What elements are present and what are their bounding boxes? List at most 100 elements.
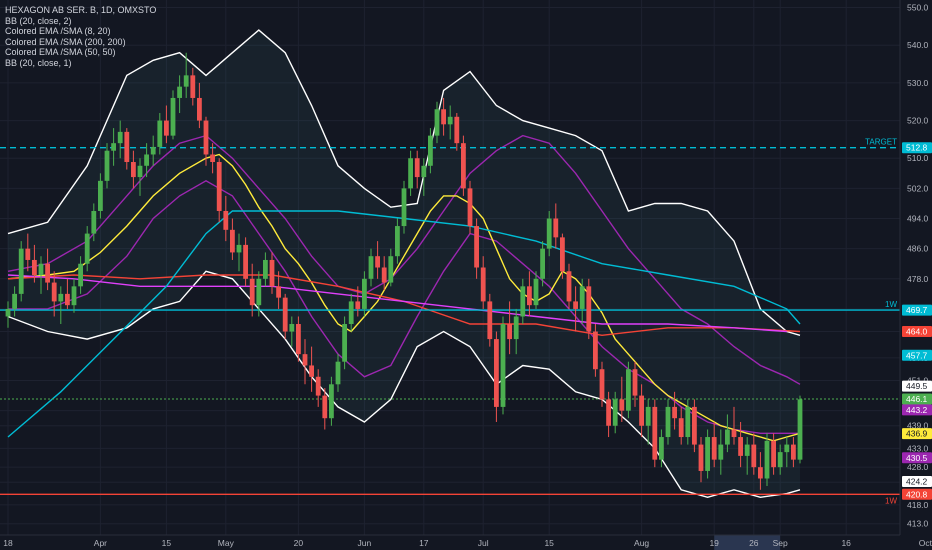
candle-body bbox=[659, 437, 664, 460]
price-label-text: 449.5 bbox=[906, 381, 928, 391]
candle-body bbox=[527, 286, 532, 306]
candle-body bbox=[282, 297, 288, 332]
candle-body bbox=[98, 180, 103, 211]
indicator-line-1 bbox=[7, 270, 801, 499]
candle-body bbox=[395, 226, 400, 257]
legend-ema-8-20: Colored EMA /SMA (8, 20) bbox=[5, 26, 111, 36]
y-tick-label: 520.0 bbox=[907, 116, 929, 126]
price-label-text: 464.0 bbox=[906, 327, 928, 337]
indicator-line-6 bbox=[7, 274, 787, 333]
x-tick-label: 15 bbox=[162, 538, 172, 548]
candle-body bbox=[401, 188, 407, 227]
candle-body bbox=[58, 293, 64, 302]
legend-ema-50: Colored EMA /SMA (50, 50) bbox=[5, 47, 116, 57]
candle-body bbox=[289, 324, 295, 332]
candle-body bbox=[71, 286, 77, 306]
candle-body bbox=[454, 116, 460, 144]
candle-body bbox=[263, 259, 268, 279]
candle-body bbox=[170, 97, 176, 136]
price-label-text: 430.5 bbox=[906, 453, 928, 463]
candle-body bbox=[771, 440, 776, 468]
candle-body bbox=[408, 158, 413, 189]
candle-body bbox=[586, 286, 592, 332]
price-label-box bbox=[902, 304, 932, 316]
candle-body bbox=[150, 146, 156, 155]
candle-body bbox=[91, 210, 97, 234]
candle-body bbox=[276, 286, 281, 298]
candle-body bbox=[764, 440, 770, 479]
candle-body bbox=[18, 248, 24, 294]
y-tick-label: 478.0 bbox=[907, 274, 929, 284]
candle-body bbox=[685, 406, 691, 438]
y-tick-label: 418.0 bbox=[907, 500, 929, 510]
x-tick-label: 15 bbox=[544, 538, 554, 548]
candle-body bbox=[560, 237, 565, 272]
candle-body bbox=[164, 120, 169, 136]
candle-body bbox=[322, 395, 328, 419]
candle-body bbox=[38, 263, 44, 276]
candle-body bbox=[302, 354, 308, 366]
candle-body bbox=[335, 361, 341, 385]
x-tick-label: 26 bbox=[749, 538, 759, 548]
x-tick-label: Sep bbox=[773, 538, 788, 548]
y-tick-label: 510.0 bbox=[907, 153, 929, 163]
candle-body bbox=[606, 399, 611, 426]
candle-body bbox=[428, 135, 433, 166]
price-label-box bbox=[902, 404, 932, 416]
candle-body bbox=[414, 158, 420, 178]
candle-body bbox=[480, 267, 486, 302]
candle-body bbox=[474, 226, 479, 268]
candle-body bbox=[579, 286, 585, 309]
candle-body bbox=[692, 406, 697, 445]
candle-body bbox=[441, 109, 446, 125]
candle-body bbox=[25, 248, 31, 260]
candle-body bbox=[573, 301, 578, 309]
candle-body bbox=[665, 406, 671, 438]
price-label-text: 457.7 bbox=[906, 350, 928, 360]
candle-body bbox=[348, 301, 354, 325]
price-label-text: 446.1 bbox=[906, 394, 928, 404]
candle-body bbox=[513, 316, 519, 340]
candle-body bbox=[216, 162, 222, 211]
y-tick-label: 439.0 bbox=[907, 421, 929, 431]
candle-body bbox=[797, 399, 803, 460]
price-label-box bbox=[902, 326, 932, 338]
candle-body bbox=[546, 218, 552, 249]
y-tick-label: 530.0 bbox=[907, 78, 929, 88]
x-tick-label: Jul bbox=[478, 538, 489, 548]
candle-body bbox=[777, 452, 783, 468]
price-label-text: 436.9 bbox=[906, 429, 928, 439]
candle-body bbox=[507, 324, 512, 340]
x-tick-label: Jun bbox=[358, 538, 372, 548]
y-tick-label: 433.0 bbox=[907, 443, 929, 453]
candle-body bbox=[672, 406, 677, 419]
candle-body bbox=[461, 143, 466, 189]
candle-body bbox=[249, 278, 255, 306]
chart-legend: HEXAGON AB SER. B, 1D, OMXSTO BB (20, cl… bbox=[5, 5, 156, 68]
price-label-box bbox=[902, 380, 932, 392]
candle-body bbox=[494, 339, 499, 407]
candle-body bbox=[758, 467, 763, 479]
legend-bb-1: BB (20, close, 1) bbox=[5, 57, 72, 68]
candle-body bbox=[619, 399, 625, 411]
candle-body bbox=[639, 395, 644, 426]
x-range-highlight bbox=[714, 535, 781, 550]
candle-body bbox=[355, 301, 361, 309]
y-tick-label: 486.0 bbox=[907, 244, 929, 254]
x-tick-label: Aug bbox=[634, 538, 649, 548]
candle-body bbox=[744, 444, 750, 456]
price-label-box bbox=[902, 349, 932, 361]
candle-body bbox=[183, 75, 189, 87]
candle-body bbox=[784, 444, 790, 453]
candle-body bbox=[566, 271, 572, 302]
candle-body bbox=[791, 444, 796, 460]
price-label-box bbox=[902, 142, 932, 154]
candle-body bbox=[553, 218, 559, 238]
price-label-box bbox=[902, 476, 932, 487]
y-tick-label: 502.0 bbox=[907, 183, 929, 193]
candle-body bbox=[269, 259, 275, 287]
candle-body bbox=[342, 324, 347, 362]
candle-body bbox=[368, 256, 374, 279]
